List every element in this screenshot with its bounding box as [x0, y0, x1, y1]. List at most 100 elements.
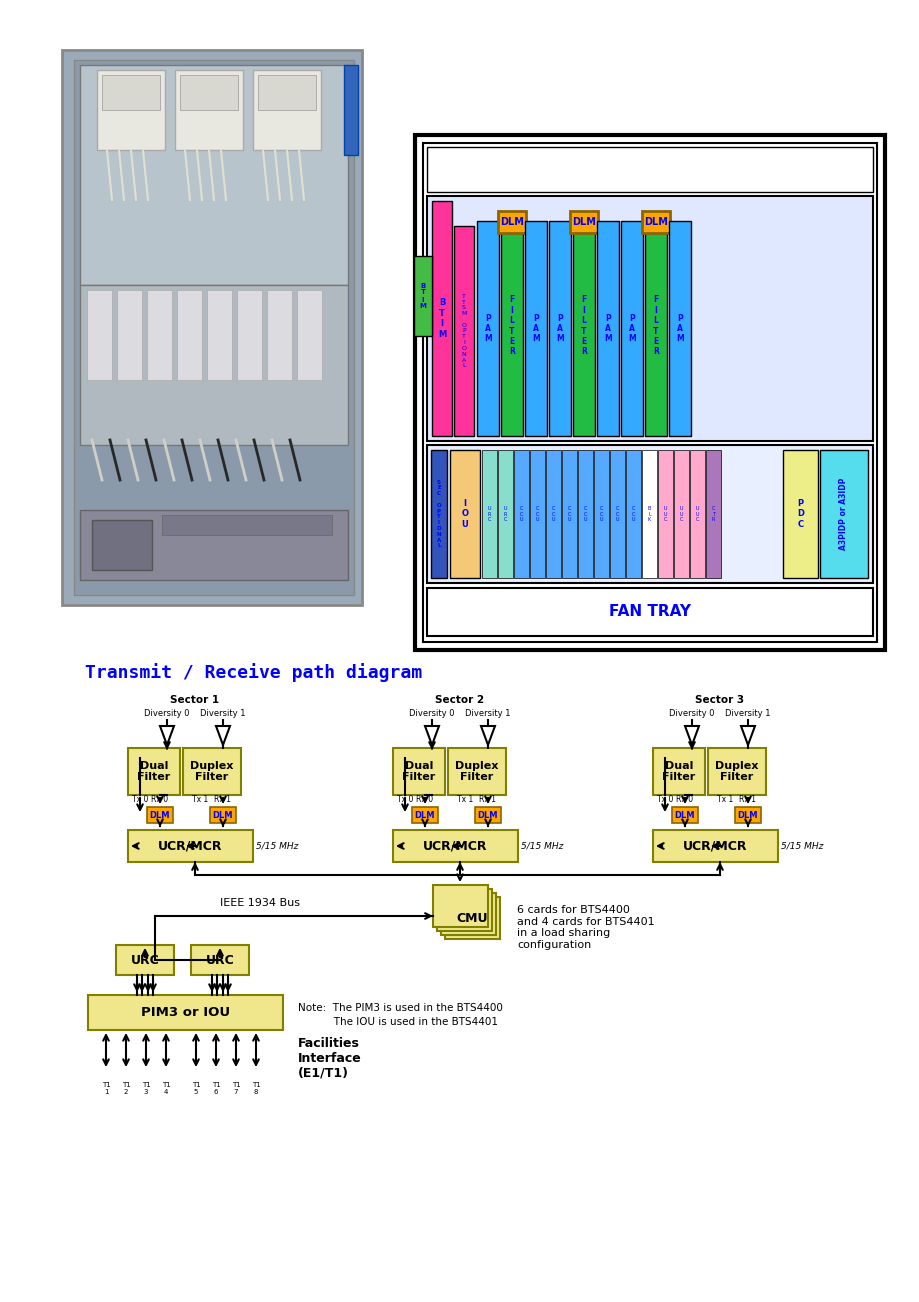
Text: The IOU is used in the BTS4401: The IOU is used in the BTS4401	[298, 1017, 497, 1027]
Bar	[423, 143, 876, 642]
Text: PIM3 or IOU: PIM3 or IOU	[141, 1006, 230, 1019]
Bar	[705, 450, 720, 578]
Text: 6 cards for BTS4400
and 4 cards for BTS4401
in a load sharing
configuration: 6 cards for BTS4400 and 4 cards for BTS4…	[516, 905, 654, 949]
Bar	[652, 749, 704, 796]
Text: DLM: DLM	[150, 811, 170, 819]
Text: UCR/MCR: UCR/MCR	[158, 840, 222, 853]
Bar	[180, 76, 238, 109]
Text: C
C
U: C C U	[631, 505, 634, 522]
Text: Sector 1: Sector 1	[170, 695, 220, 704]
Bar	[657, 450, 673, 578]
Text: S
E
C
 
O
P
T
I
O
N
A
L: S E C O P T I O N A L	[437, 479, 441, 548]
Bar	[74, 60, 354, 595]
Bar	[116, 945, 174, 975]
Bar	[128, 749, 180, 796]
Bar	[529, 450, 544, 578]
Bar	[449, 450, 480, 578]
Text: T1
3: T1 3	[142, 1082, 150, 1095]
Bar	[412, 807, 437, 823]
Bar	[87, 290, 112, 380]
Text: C
C
U: C C U	[551, 505, 555, 522]
Bar	[210, 807, 236, 823]
Text: 5/15 MHz: 5/15 MHz	[255, 841, 298, 850]
Bar	[414, 135, 884, 650]
Bar	[175, 70, 243, 150]
Text: Tx 0: Tx 0	[656, 796, 673, 805]
Bar	[644, 216, 666, 436]
Text: 5/15 MHz: 5/15 MHz	[780, 841, 823, 850]
Bar	[708, 749, 766, 796]
Text: T1
5: T1 5	[191, 1082, 200, 1095]
Text: UCR/MCR: UCR/MCR	[423, 840, 487, 853]
Bar	[476, 221, 498, 436]
Text: B
T
I
M: B T I M	[437, 298, 446, 339]
Text: F
I
L
T
E
R: F I L T E R	[581, 296, 586, 357]
Bar	[96, 70, 165, 150]
Text: T1
4: T1 4	[162, 1082, 170, 1095]
Bar	[117, 290, 142, 380]
Text: Rx 0: Rx 0	[152, 796, 168, 805]
Bar	[625, 450, 641, 578]
Bar	[426, 197, 872, 441]
Text: Diversity 1: Diversity 1	[200, 710, 245, 719]
Text: Rx 1: Rx 1	[479, 796, 496, 805]
Text: T1
6: T1 6	[211, 1082, 221, 1095]
Bar	[237, 290, 262, 380]
Bar	[92, 519, 152, 570]
Text: T
T
S
M
 
O
P
T
I
O
N
A
L: T T S M O P T I O N A L	[460, 294, 466, 368]
Bar	[147, 290, 172, 380]
Text: B
T
I
M: B T I M	[419, 283, 426, 310]
Text: URC: URC	[130, 953, 159, 966]
Text: P
A
M: P A M	[555, 314, 563, 344]
Text: Transmit / Receive path diagram: Transmit / Receive path diagram	[85, 664, 422, 682]
Bar	[207, 290, 232, 380]
Text: C
T
R: C T R	[711, 505, 714, 522]
Polygon shape	[481, 727, 494, 745]
Bar	[414, 256, 432, 336]
Text: Facilities
Interface
(E1/T1): Facilities Interface (E1/T1)	[298, 1036, 361, 1079]
Text: B
L
K: B L K	[647, 505, 651, 522]
Text: Diversity 0: Diversity 0	[144, 710, 189, 719]
Text: T1
2: T1 2	[121, 1082, 130, 1095]
Text: Dual
Filter: Dual Filter	[662, 760, 695, 783]
Text: U
U
C: U U C	[695, 505, 698, 522]
Text: URC: URC	[206, 953, 234, 966]
Text: P
A
M: P A M	[628, 314, 635, 344]
Text: T1
8: T1 8	[252, 1082, 260, 1095]
Bar	[668, 221, 690, 436]
Bar	[671, 807, 698, 823]
Text: Note:  The PIM3 is used in the BTS4400: Note: The PIM3 is used in the BTS4400	[298, 1003, 503, 1013]
Text: U
R
C: U R C	[487, 505, 491, 522]
Text: DLM: DLM	[414, 811, 435, 819]
Text: DLM: DLM	[212, 811, 233, 819]
Text: C
C
U: C C U	[535, 505, 539, 522]
Text: P
D
C: P D C	[796, 499, 803, 529]
Text: P
A
M: P A M	[483, 314, 492, 344]
Bar	[426, 589, 872, 635]
Text: IEEE 1934 Bus: IEEE 1934 Bus	[220, 898, 300, 907]
Bar	[525, 221, 547, 436]
Text: T1
1: T1 1	[101, 1082, 110, 1095]
Text: A3PIDP or A3IDP: A3PIDP or A3IDP	[839, 478, 847, 551]
Text: Tx 1: Tx 1	[192, 796, 208, 805]
Text: UCR/MCR: UCR/MCR	[683, 840, 747, 853]
Text: 5/15 MHz: 5/15 MHz	[520, 841, 562, 850]
Text: Rx 0: Rx 0	[675, 796, 693, 805]
Text: C
C
U: C C U	[519, 505, 523, 522]
Text: FAN TRAY: FAN TRAY	[608, 604, 690, 620]
Bar	[474, 807, 501, 823]
Text: P
A
M: P A M	[675, 314, 683, 344]
Text: Duplex
Filter: Duplex Filter	[715, 760, 758, 783]
Text: DLM: DLM	[674, 811, 695, 819]
Text: Dual
Filter: Dual Filter	[137, 760, 170, 783]
Text: C
C
U: C C U	[584, 505, 586, 522]
Polygon shape	[160, 727, 174, 745]
Text: T1
7: T1 7	[232, 1082, 240, 1095]
Text: P
A
M: P A M	[604, 314, 611, 344]
Text: Tx 0: Tx 0	[396, 796, 413, 805]
Bar	[689, 450, 704, 578]
Bar	[514, 450, 528, 578]
Bar	[183, 749, 241, 796]
Text: F
I
L
T
E
R: F I L T E R	[508, 296, 515, 357]
Text: Sector 3: Sector 3	[695, 695, 743, 704]
